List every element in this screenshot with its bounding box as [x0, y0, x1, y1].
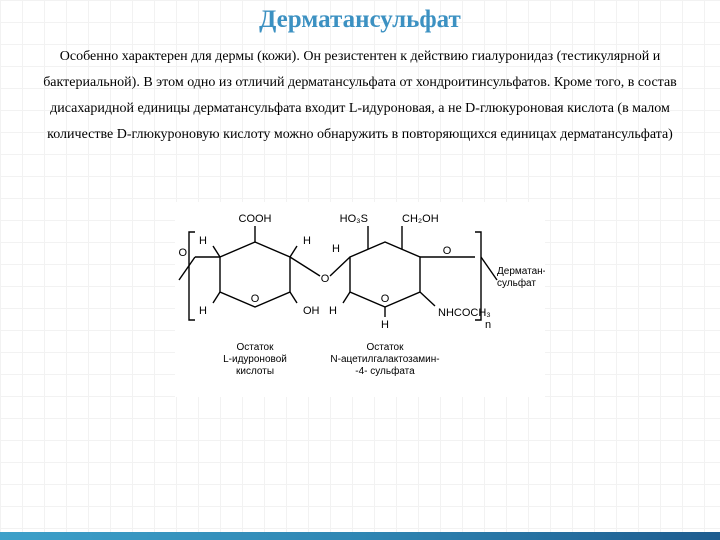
label-ho3s: HO₃S	[340, 213, 368, 225]
caption1-l1: Остаток	[237, 342, 275, 353]
structure-svg: COOH H H H OH O O O HO₃S CH₂OH O H H H N…	[175, 202, 545, 392]
bottom-accent-bar	[0, 532, 720, 540]
body-paragraph: Особенно характерен для дермы (кожи). Он…	[0, 34, 720, 148]
atom-labels: COOH H H H OH O O O HO₃S CH₂OH O H H H N…	[178, 213, 545, 331]
caption2-l1: Остаток	[367, 342, 405, 353]
label-o-bridge: O	[321, 273, 330, 285]
slide-content: Дерматансульфат Особенно характерен для …	[0, 0, 720, 397]
label-h2: H	[332, 243, 340, 255]
page-title: Дерматансульфат	[0, 0, 720, 34]
subscript-n: n	[485, 319, 491, 331]
label-h: H	[199, 235, 207, 247]
label-ch2oh: CH₂OH	[402, 213, 439, 225]
caption1-l2: L-идуроновой	[223, 354, 287, 365]
label-o-ring: O	[251, 293, 260, 305]
product-label-line1: Дерматан-	[497, 266, 545, 277]
chemical-diagram: COOH H H H OH O O O HO₃S CH₂OH O H H H N…	[175, 202, 545, 397]
label-cooh: COOH	[239, 213, 272, 225]
label-h2: H	[381, 319, 389, 331]
caption1-l3: кислоты	[236, 366, 274, 377]
label-o-exit: O	[443, 245, 452, 257]
label-h: H	[199, 305, 207, 317]
label-nhcoch3: NHCOCH₃	[438, 307, 491, 319]
label-h2: H	[329, 305, 337, 317]
caption2-l2: N-ацетилгалактозамин-	[330, 354, 439, 365]
label-o-enter: O	[178, 247, 187, 259]
product-label-line2: сульфат	[497, 277, 536, 289]
label-o-ring2: O	[381, 293, 390, 305]
label-oh: OH	[303, 305, 320, 317]
caption2-l3: -4- сульфата	[355, 365, 415, 377]
label-h: H	[303, 235, 311, 247]
